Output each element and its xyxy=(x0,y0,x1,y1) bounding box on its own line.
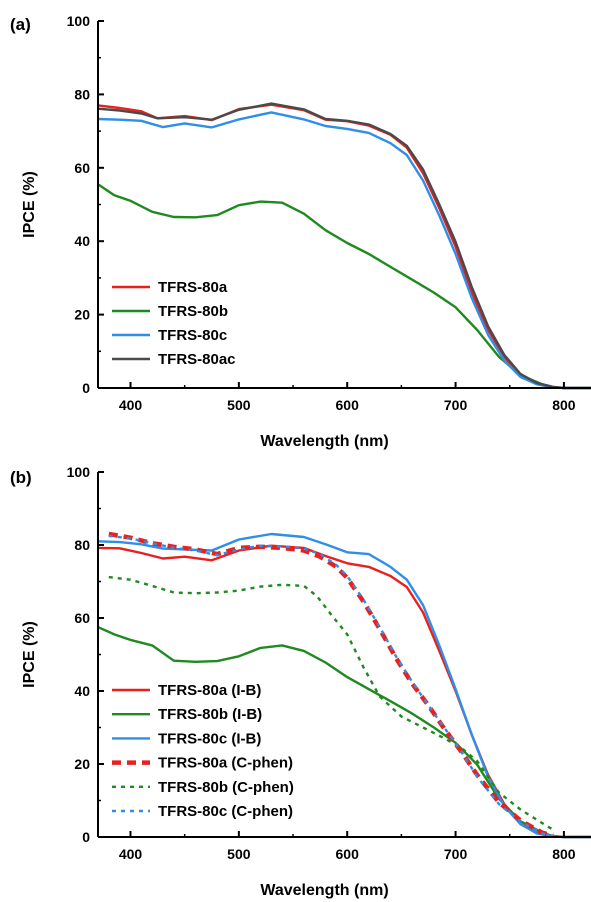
legend-label: TFRS-80b xyxy=(158,303,228,320)
legend-label: TFRS-80c (C-phen) xyxy=(158,803,293,820)
legend-label: TFRS-80a (C-phen) xyxy=(158,755,293,772)
legend-label: TFRS-80c xyxy=(158,327,227,344)
y-tick-label: 20 xyxy=(74,756,90,772)
y-tick-label: 80 xyxy=(74,86,90,102)
legend-label: TFRS-80ac xyxy=(158,351,236,368)
series-line-0-2 xyxy=(98,111,591,390)
x-tick-label: 800 xyxy=(552,846,576,862)
x-tick-label: 600 xyxy=(336,397,360,413)
x-tick-label: 500 xyxy=(227,397,251,413)
x-tick-label: 800 xyxy=(552,397,576,413)
legend-label: TFRS-80a (I-B) xyxy=(158,682,261,699)
legend-label: TFRS-80b (C-phen) xyxy=(158,779,294,796)
y-tick-label: 60 xyxy=(74,610,90,626)
x-tick-label: 400 xyxy=(119,397,143,413)
x-axis-title: Wavelength (nm) xyxy=(260,433,388,450)
y-tick-label: 40 xyxy=(74,233,90,249)
y-tick-label: 0 xyxy=(82,380,90,396)
y-tick-label: 40 xyxy=(74,683,90,699)
x-axis-title: Wavelength (nm) xyxy=(260,882,388,899)
legend-label: TFRS-80a xyxy=(158,279,228,296)
x-tick-label: 400 xyxy=(119,846,143,862)
y-tick-label: 80 xyxy=(74,537,90,553)
x-tick-label: 700 xyxy=(444,397,468,413)
y-tick-label: 100 xyxy=(67,464,91,480)
series-line-0-0 xyxy=(98,103,591,390)
y-tick-label: 100 xyxy=(67,13,91,29)
x-tick-label: 500 xyxy=(227,846,251,862)
series-line-0-3 xyxy=(98,102,591,390)
panel-label: (b) xyxy=(10,468,32,487)
y-axis-title: IPCE (%) xyxy=(21,171,38,238)
panel-a-chart: 0 20 40 60 80 100 400 500 600 700 800 Wavelength (n… xyxy=(10,13,591,450)
legend-label: TFRS-80b (I-B) xyxy=(158,706,262,723)
y-tick-label: 60 xyxy=(74,160,90,176)
y-tick-label: 20 xyxy=(74,307,90,323)
x-tick-label: 600 xyxy=(336,846,360,862)
panel-b-chart: 0 20 40 60 80 100 400 500 600 700 800 Wavelength (n… xyxy=(10,464,591,899)
panel-label: (a) xyxy=(10,15,31,34)
y-tick-label: 0 xyxy=(82,829,90,845)
y-axis-title: IPCE (%) xyxy=(21,621,38,688)
x-tick-label: 700 xyxy=(444,846,468,862)
series-line-1-5 xyxy=(108,534,554,838)
legend-label: TFRS-80c (I-B) xyxy=(158,730,261,747)
